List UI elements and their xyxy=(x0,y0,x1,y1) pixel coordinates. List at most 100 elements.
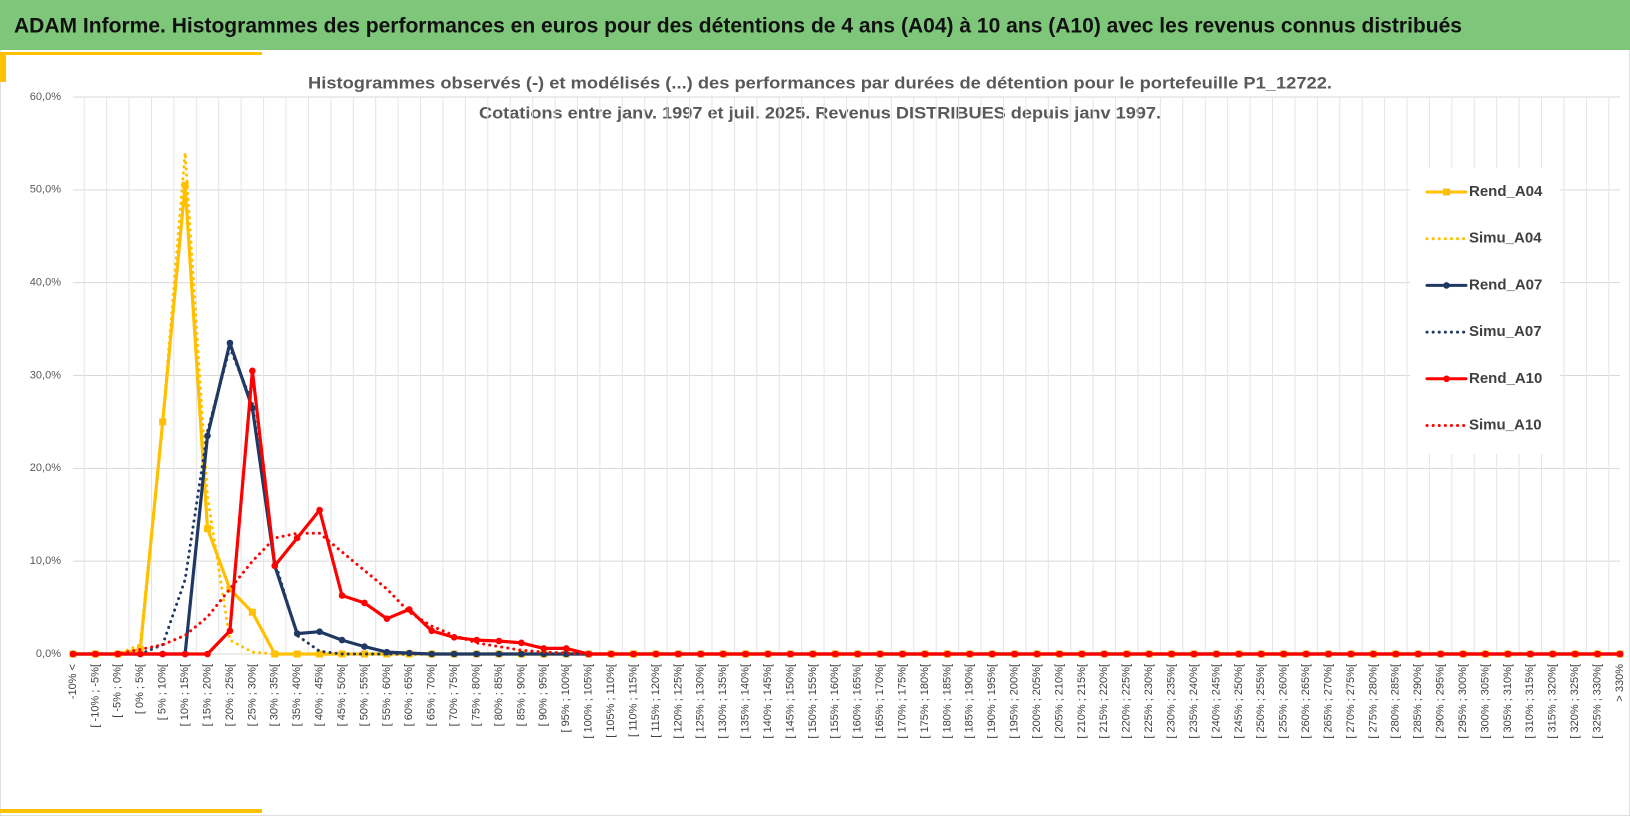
x-tick-label: [ 240% ; 245%[ xyxy=(1210,664,1222,739)
legend-marker xyxy=(1443,375,1450,383)
x-tick-label: [ 220% ; 225%[ xyxy=(1121,664,1133,739)
x-tick-label: [ 55% ; 60%[ xyxy=(381,664,393,726)
x-tick-label: [ 300% ; 305%[ xyxy=(1479,664,1491,739)
x-tick-label: [ 65% ; 70%[ xyxy=(426,664,438,726)
x-tick-label: [ 15% ; 20%[ xyxy=(201,664,213,726)
x-tick-label: [ 175% ; 180%[ xyxy=(919,664,931,739)
marker xyxy=(1123,650,1131,658)
marker xyxy=(249,367,256,375)
y-tick-label: 20,0% xyxy=(30,462,61,474)
x-tick-label: [ 135% ; 140%[ xyxy=(740,664,752,739)
x-tick-label: [ 80% ; 85%[ xyxy=(493,664,505,726)
plot xyxy=(69,151,1624,658)
legend-label: Rend_A04 xyxy=(1469,183,1543,200)
y-tick-label: 0,0% xyxy=(36,648,61,660)
x-tick-label: [ 230% ; 235%[ xyxy=(1166,664,1178,739)
marker xyxy=(361,643,368,650)
x-tick-label: [ 305% ; 310%[ xyxy=(1502,664,1514,739)
marker xyxy=(1392,650,1400,658)
legend-label: Simu_A10 xyxy=(1469,416,1542,433)
marker xyxy=(1414,650,1422,658)
x-tick-label: [ 200% ; 205%[ xyxy=(1031,664,1043,739)
header-bar xyxy=(0,0,1630,50)
x-tick-label: [ 40% ; 45%[ xyxy=(314,664,326,726)
legend-box xyxy=(1410,168,1560,454)
x-tick-label: [ 265% ; 270%[ xyxy=(1322,664,1334,739)
legend-label: Simu_A07 xyxy=(1469,323,1542,340)
marker xyxy=(316,628,323,636)
marker xyxy=(114,650,122,658)
x-tick-label: [ 85% ; 90%[ xyxy=(515,664,527,726)
x-tick-label: [ 110% ; 115%[ xyxy=(627,664,639,737)
marker xyxy=(226,627,234,635)
marker xyxy=(181,181,189,189)
x-tick-label: [ 165% ; 170%[ xyxy=(874,664,886,739)
x-tick-label: [ 45% ; 50%[ xyxy=(336,664,348,726)
x-tick-label: [ 250% ; 255%[ xyxy=(1255,664,1267,739)
x-tick-label: [ 35% ; 40%[ xyxy=(291,664,303,726)
x-tick-label: [ 245% ; 250%[ xyxy=(1233,664,1245,739)
y-tick-label: 10,0% xyxy=(30,555,61,567)
marker xyxy=(316,506,323,514)
chart-subtitle: Cotations entre janv. 1997 et juil. 2025… xyxy=(479,103,1161,122)
x-tick-label: [ 120% ; 125%[ xyxy=(672,664,684,739)
marker xyxy=(1347,650,1355,658)
marker xyxy=(428,627,436,635)
legend: Rend_A04 Simu_A04 Rend_A07 Simu_A07 Rend_A10… xyxy=(1410,168,1560,454)
y-tick-label: 30,0% xyxy=(30,369,61,381)
marker xyxy=(361,599,368,607)
x-tick-label: [ 0% ; 5%[ xyxy=(134,664,146,714)
y-tick-label: 40,0% xyxy=(30,277,61,289)
x-tick-label: [ 20% ; 25%[ xyxy=(224,664,236,726)
marker xyxy=(248,608,256,616)
legend-label: Simu_A04 xyxy=(1469,230,1542,247)
x-tick-label: [ 325% ; 330%[ xyxy=(1591,664,1603,739)
marker xyxy=(988,650,996,658)
accent xyxy=(0,52,6,82)
marker xyxy=(1190,650,1198,658)
x-tick-label: [ 60% ; 65%[ xyxy=(403,664,415,726)
x-tick-label: [ 30% ; 35%[ xyxy=(269,664,281,726)
marker xyxy=(1257,650,1265,658)
x-tick-label: [ 100% ; 105%[ xyxy=(583,664,595,739)
x-tick-label: [ 50% ; 55%[ xyxy=(358,664,370,726)
marker xyxy=(1482,650,1489,658)
chart-title: Histogrammes observés (-) et modélisés (… xyxy=(308,73,1332,92)
marker xyxy=(764,650,772,658)
accent xyxy=(0,52,262,55)
x-tick-label: [ 235% ; 240%[ xyxy=(1188,664,1200,739)
marker xyxy=(428,650,436,658)
x-tick-label: [ 10% ; 15%[ xyxy=(179,664,191,726)
marker xyxy=(406,606,413,613)
y-tick-label: 60,0% xyxy=(30,91,61,103)
header-title: ADAM Informe. Histogrammes des performan… xyxy=(14,15,1462,38)
x-tick-label: -10% < xyxy=(67,664,79,699)
x-tick-label: [ 295% ; 300%[ xyxy=(1457,664,1469,739)
x-tick-label: [ 125% ; 130%[ xyxy=(695,664,707,739)
marker xyxy=(831,650,839,658)
x-tick-label: [ 255% ; 260%[ xyxy=(1278,664,1290,739)
x-tick-label: [ 190% ; 195%[ xyxy=(986,664,998,739)
marker xyxy=(92,650,99,658)
x-tick-label: [ 180% ; 185%[ xyxy=(941,664,953,739)
x-tick-label: [ 315% ; 320%[ xyxy=(1547,664,1559,739)
accent xyxy=(0,809,262,813)
marker xyxy=(271,562,279,570)
x-tick-label: [ 160% ; 165%[ xyxy=(852,664,864,739)
x-tick-label: [ 290% ; 295%[ xyxy=(1435,664,1447,739)
x-tick-label: [ 105% ; 110%[ xyxy=(605,664,617,738)
x-tick-label: [ 275% ; 280%[ xyxy=(1367,664,1379,739)
marker xyxy=(854,650,862,658)
x-tick-label: [ 5% ; 10%[ xyxy=(157,664,169,720)
x-tick-label: > 330% xyxy=(1614,664,1626,702)
x-tick-label: [ 75% ; 80%[ xyxy=(470,664,482,726)
x-tick-label: [ 90% ; 95%[ xyxy=(538,664,550,726)
x-tick-label: [ 185% ; 190%[ xyxy=(964,664,976,739)
x-tick-label: [ 140% ; 145%[ xyxy=(762,664,774,739)
marker xyxy=(226,339,234,347)
x-tick-label: [ 260% ; 265%[ xyxy=(1300,664,1312,739)
marker xyxy=(226,585,234,593)
legend-marker xyxy=(1443,282,1450,289)
marker xyxy=(1325,650,1332,658)
